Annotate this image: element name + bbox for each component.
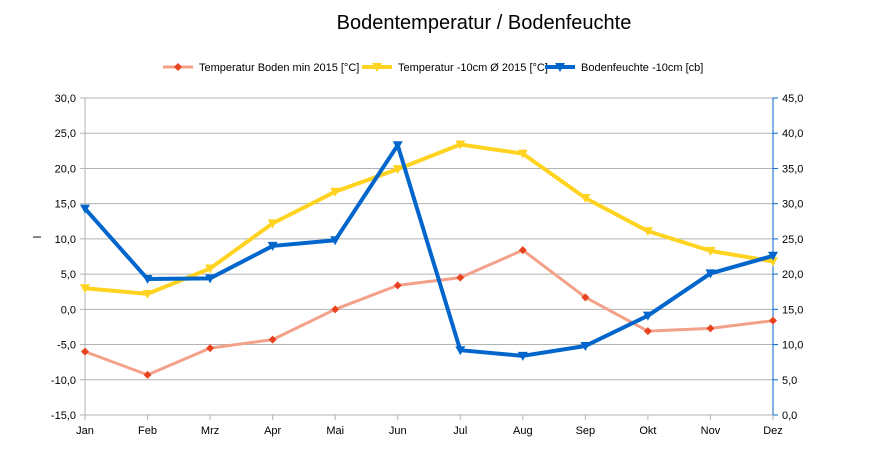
data-point (205, 264, 216, 274)
data-point (706, 324, 715, 333)
y-tick-label-left: 25,0 (55, 128, 76, 140)
legend: Temperatur Boden min 2015 [°C] Temperatur… (163, 62, 703, 74)
data-point (142, 275, 153, 285)
y-tick-label-left: 30,0 (55, 93, 76, 105)
data-point (330, 187, 341, 197)
data-point (769, 316, 777, 325)
x-tick-label: Mai (326, 425, 344, 437)
series-line (84, 248, 774, 377)
data-point (642, 227, 653, 237)
series-2 (80, 141, 778, 361)
data-point (80, 284, 90, 294)
data-point (455, 346, 466, 356)
plot-area (80, 140, 778, 379)
data-point (205, 274, 216, 284)
data-point (392, 165, 403, 175)
data-point (392, 141, 403, 151)
legend-item: Temperatur -10cm Ø 2015 [°C] (362, 62, 548, 74)
legend-item: Bodenfeuchte -10cm [cb] (545, 62, 703, 74)
data-point (705, 269, 716, 279)
data-point (518, 246, 527, 255)
data-point (581, 293, 590, 302)
data-point (580, 341, 591, 351)
y-axis-label-left: l (32, 236, 44, 238)
legend-label: Temperatur Boden min 2015 [°C] (199, 62, 359, 74)
data-point (80, 204, 90, 214)
data-point (768, 251, 778, 261)
data-point (455, 140, 466, 150)
data-point (268, 335, 277, 344)
data-point (705, 246, 716, 256)
y-tick-label-right: 35,0 (782, 163, 803, 175)
legend-label: Bodenfeuchte -10cm [cb] (581, 62, 703, 74)
x-tick-label: Sep (576, 425, 596, 437)
series-0 (81, 246, 777, 379)
x-tick-label: Jan (76, 425, 94, 437)
x-tick-label: Aug (513, 425, 533, 437)
data-point (768, 257, 778, 267)
series-line (84, 142, 774, 296)
legend-label: Temperatur -10cm Ø 2015 [°C] (398, 62, 548, 74)
legend-item: Temperatur Boden min 2015 [°C] (163, 62, 359, 74)
data-point (580, 194, 591, 204)
data-point (643, 327, 652, 336)
y-tick-label-right: 25,0 (782, 234, 803, 246)
x-tick-label: Jun (389, 425, 407, 437)
y-tick-label-right: 20,0 (782, 269, 803, 281)
y-tick-label-right: 10,0 (782, 340, 803, 352)
x-tick-label: Mrz (201, 425, 219, 437)
y-tick-label-left: -10,0 (51, 375, 76, 387)
x-tick-label: Feb (138, 425, 157, 437)
y-tick-label-right: 40,0 (782, 128, 803, 140)
x-tick-label: Dez (763, 425, 783, 437)
y-tick-label-right: 5,0 (782, 375, 797, 387)
data-point (267, 219, 278, 229)
y-tick-label-left: 20,0 (55, 163, 76, 175)
data-point (331, 305, 340, 314)
y-tick-label-right: 45,0 (782, 93, 803, 105)
data-point (174, 63, 182, 71)
data-point (330, 236, 341, 246)
data-point (142, 289, 153, 299)
series-1 (80, 140, 778, 299)
x-tick-label: Okt (639, 425, 656, 437)
y-tick-label-right: 0,0 (782, 410, 797, 422)
axes: 30,0 25,0 20,0 15,0 10,0 5,0 0,0 -5,0 -10,0 -15,0… (51, 93, 804, 437)
chart-title: Bodentemperatur / Bodenfeuchte (337, 12, 632, 34)
y-tick-label-left: -5,0 (57, 340, 76, 352)
data-point (267, 241, 278, 251)
data-point (393, 281, 402, 290)
y-tick-label-left: 0,0 (61, 304, 76, 316)
x-tick-label: Apr (264, 425, 281, 437)
y-tick-label-left: 5,0 (61, 269, 76, 281)
y-tick-label-left: -15,0 (51, 410, 76, 422)
data-point (517, 351, 528, 361)
data-point (81, 347, 89, 356)
y-tick-label-left: 15,0 (55, 199, 76, 211)
data-point (143, 370, 152, 379)
y-tick-label-left: 10,0 (55, 234, 76, 246)
data-point (372, 63, 382, 72)
x-tick-label: Jul (453, 425, 467, 437)
data-point (642, 311, 653, 321)
x-tick-label: Nov (701, 425, 721, 437)
y-tick-label-right: 30,0 (782, 199, 803, 211)
series-line (83, 143, 774, 358)
data-point (555, 63, 565, 72)
data-point (517, 149, 528, 159)
y-tick-label-right: 15,0 (782, 304, 803, 316)
data-point (456, 273, 465, 282)
data-point (206, 344, 215, 353)
grid (85, 97, 773, 416)
